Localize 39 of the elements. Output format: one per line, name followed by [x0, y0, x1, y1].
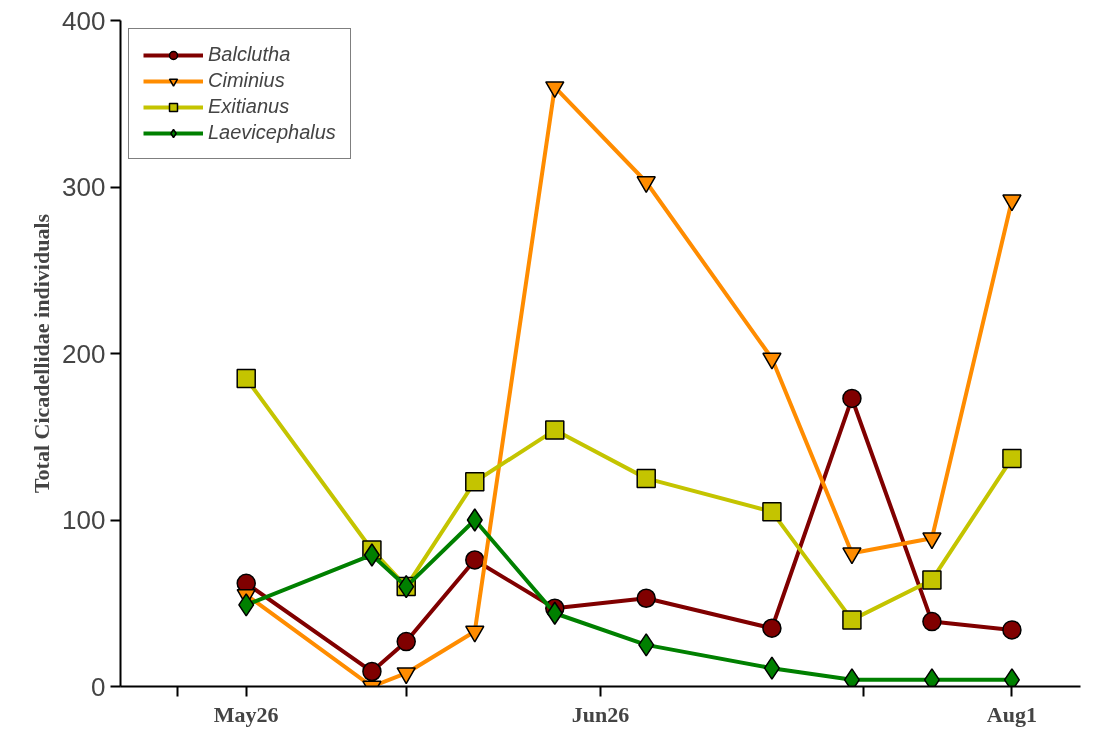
y-tick-label: 0 [91, 671, 106, 702]
point [1002, 194, 1022, 212]
point [1002, 448, 1022, 469]
point [465, 550, 485, 570]
point [545, 420, 565, 440]
point [465, 471, 485, 492]
point [636, 176, 656, 194]
point [762, 618, 782, 638]
point [762, 352, 782, 370]
point [922, 570, 942, 590]
y-tick-label: 100 [62, 505, 106, 535]
point [1002, 620, 1022, 640]
legend-label: Ciminius [208, 69, 285, 92]
point [636, 468, 656, 489]
point [236, 368, 256, 389]
y-tick-label: 400 [62, 5, 106, 36]
point [545, 81, 565, 99]
x-tick-label: Aug1 [986, 701, 1037, 727]
point [363, 543, 381, 567]
y-tick-label: 200 [62, 338, 106, 369]
point [922, 611, 942, 632]
point [636, 588, 656, 608]
point [362, 661, 382, 682]
x-tick-label: May26 [213, 701, 279, 727]
y-tick-label: 300 [62, 172, 106, 202]
point [466, 508, 483, 532]
point [842, 610, 862, 630]
legend-label: Balclutha [208, 43, 291, 66]
point [238, 593, 255, 617]
point [638, 633, 655, 657]
point [762, 501, 782, 522]
x-tick-label: Jun26 [571, 701, 630, 727]
point [546, 601, 563, 625]
y-axis-title: Total Cicadellidae individuals [29, 213, 55, 494]
point [842, 388, 862, 409]
legend-label: Exitianus [208, 95, 290, 118]
point [396, 631, 416, 652]
legend-label: Laevicephalus [208, 121, 336, 144]
point [763, 656, 781, 680]
